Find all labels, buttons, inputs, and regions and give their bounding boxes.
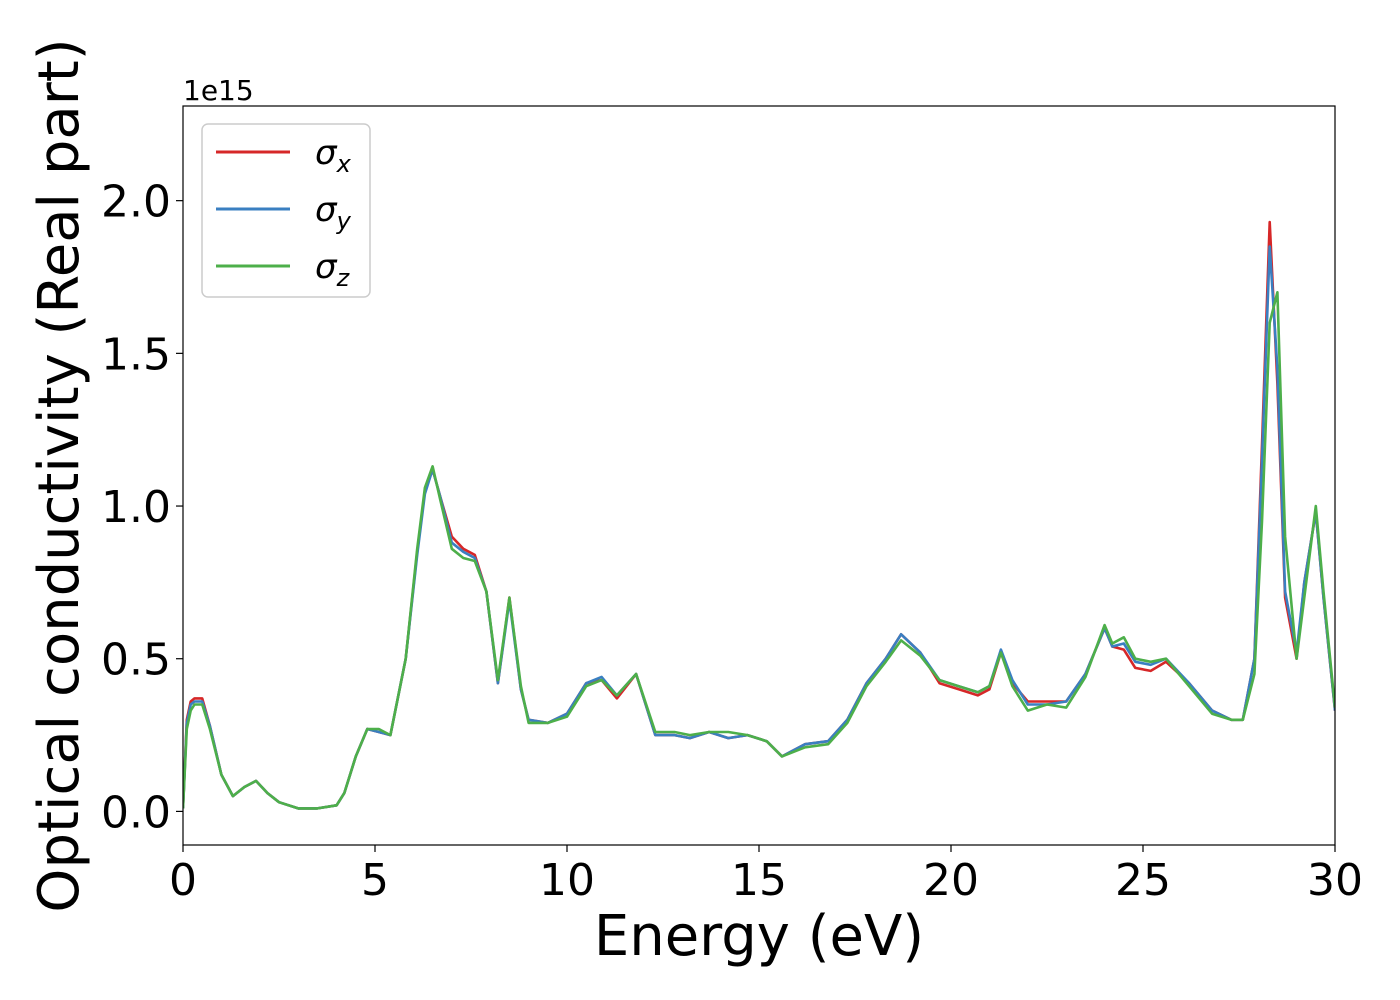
y-offset-label: 1e15 bbox=[183, 74, 254, 107]
series-line-z bbox=[183, 291, 1335, 810]
series-layer bbox=[183, 220, 1335, 810]
y-tick-label: 1.5 bbox=[101, 329, 171, 380]
x-tick-label: 30 bbox=[1307, 855, 1363, 906]
x-tick-label: 20 bbox=[923, 855, 979, 906]
x-tick-label: 5 bbox=[361, 855, 389, 906]
x-axis-title: Energy (eV) bbox=[594, 904, 924, 969]
x-axis-ticks: 0 5 10 15 20 25 30 bbox=[169, 845, 1363, 906]
y-tick-label: 1.0 bbox=[101, 482, 171, 533]
y-tick-label: 0.0 bbox=[101, 787, 171, 838]
series-line-y bbox=[183, 245, 1335, 810]
x-tick-label: 15 bbox=[731, 855, 787, 906]
x-tick-label: 0 bbox=[169, 855, 197, 906]
x-tick-label: 25 bbox=[1115, 855, 1171, 906]
x-tick-label: 10 bbox=[539, 855, 595, 906]
series-line-x bbox=[183, 220, 1335, 810]
y-axis-ticks: 0.0 0.5 1.0 1.5 2.0 bbox=[101, 177, 183, 838]
y-tick-label: 2.0 bbox=[101, 177, 171, 228]
y-axis-title: Optical conductivity (Real part) bbox=[27, 38, 92, 912]
y-tick-label: 0.5 bbox=[101, 635, 171, 686]
